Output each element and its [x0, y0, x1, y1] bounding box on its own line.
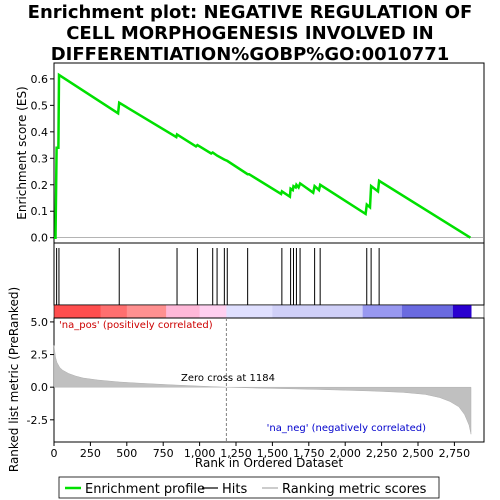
es-ytick-label: 0.4 [31, 126, 49, 139]
x-axis-label: Rank in Ordered Dataset [195, 456, 343, 470]
colorbar-segment [199, 305, 227, 318]
metric-ytick-label: -2.5 [27, 414, 48, 427]
hits-frame [53, 242, 485, 306]
metric-ytick-label: 0.0 [31, 381, 49, 394]
es-ytick-label: 0.2 [31, 179, 49, 192]
colorbar-segment [452, 305, 472, 318]
positive-label: 'na_pos' (positively correlated) [59, 320, 213, 331]
zero-cross-label: Zero cross at 1184 [181, 373, 275, 384]
colorbar-segment [272, 305, 364, 318]
colorbar-segment [226, 305, 273, 318]
ranking-metric-area [53, 345, 472, 435]
title-line-3: DIFFERENTIATION%GOBP%GO:0010771 [50, 44, 450, 65]
legend-hits-label: Hits [222, 482, 247, 497]
es-ytick-label: 0.5 [31, 99, 49, 112]
colorbar-segment [126, 305, 167, 318]
enrichment-profile-line [54, 72, 472, 239]
x-tick-label: 1,750 [293, 447, 325, 460]
legend-box [58, 476, 440, 499]
x-tick-label: 2,000 [329, 447, 361, 460]
colorbar-segment [401, 305, 454, 318]
colorbar-segment [362, 305, 403, 318]
rank-colorbar [53, 304, 485, 319]
es-ylabel: Enrichment score (ES) [15, 86, 29, 219]
legend-profile-label: Enrichment profile [85, 482, 205, 497]
x-tick-label: 1,250 [220, 447, 252, 460]
es-frame [53, 62, 485, 244]
negative-label: 'na_neg' (negatively correlated) [267, 423, 426, 434]
metric-ylabel: Ranked list metric (PreRanked) [7, 287, 21, 472]
chart-title: Enrichment plot: NEGATIVE REGULATION OF … [0, 2, 500, 65]
x-tick-label: 2,750 [439, 447, 471, 460]
metric-ytick-label: 2.5 [31, 349, 49, 362]
legend: Enrichment profile Hits Ranking metric sco… [58, 476, 440, 499]
x-tick-label: 2,500 [402, 447, 434, 460]
colorbar-segment [100, 305, 128, 318]
colorbar-segment [166, 305, 201, 318]
es-ytick-label: 0.1 [31, 205, 49, 218]
x-tick-label: 2,250 [366, 447, 398, 460]
colorbar-segment [54, 305, 102, 318]
legend-metric-label: Ranking metric scores [282, 482, 427, 497]
title-line-2: CELL MORPHOGENESIS INVOLVED IN [66, 23, 434, 44]
x-tick-label: 500 [116, 447, 137, 460]
title-line-1: Enrichment plot: NEGATIVE REGULATION OF [27, 2, 473, 23]
x-tick-label: 250 [80, 447, 101, 460]
x-axis: 0 250 500 750 1,000 1,250 1,500 1,750 2,000 2,250… [51, 442, 471, 470]
es-ytick-label: 0.0 [31, 232, 49, 245]
es-ytick-label: 0.3 [31, 152, 49, 165]
x-tick-label: 0 [51, 447, 58, 460]
x-tick-label: 1,500 [257, 447, 289, 460]
hits-panel [53, 242, 485, 306]
metric-ytick-label: 5.0 [31, 316, 49, 329]
x-tick-label: 1,000 [184, 447, 216, 460]
x-tick-label: 750 [153, 447, 174, 460]
es-ytick-label: 0.6 [31, 73, 49, 86]
metric-panel: Zero cross at 1184 'na_pos' (positively c… [7, 287, 485, 472]
metric-frame [53, 317, 485, 443]
